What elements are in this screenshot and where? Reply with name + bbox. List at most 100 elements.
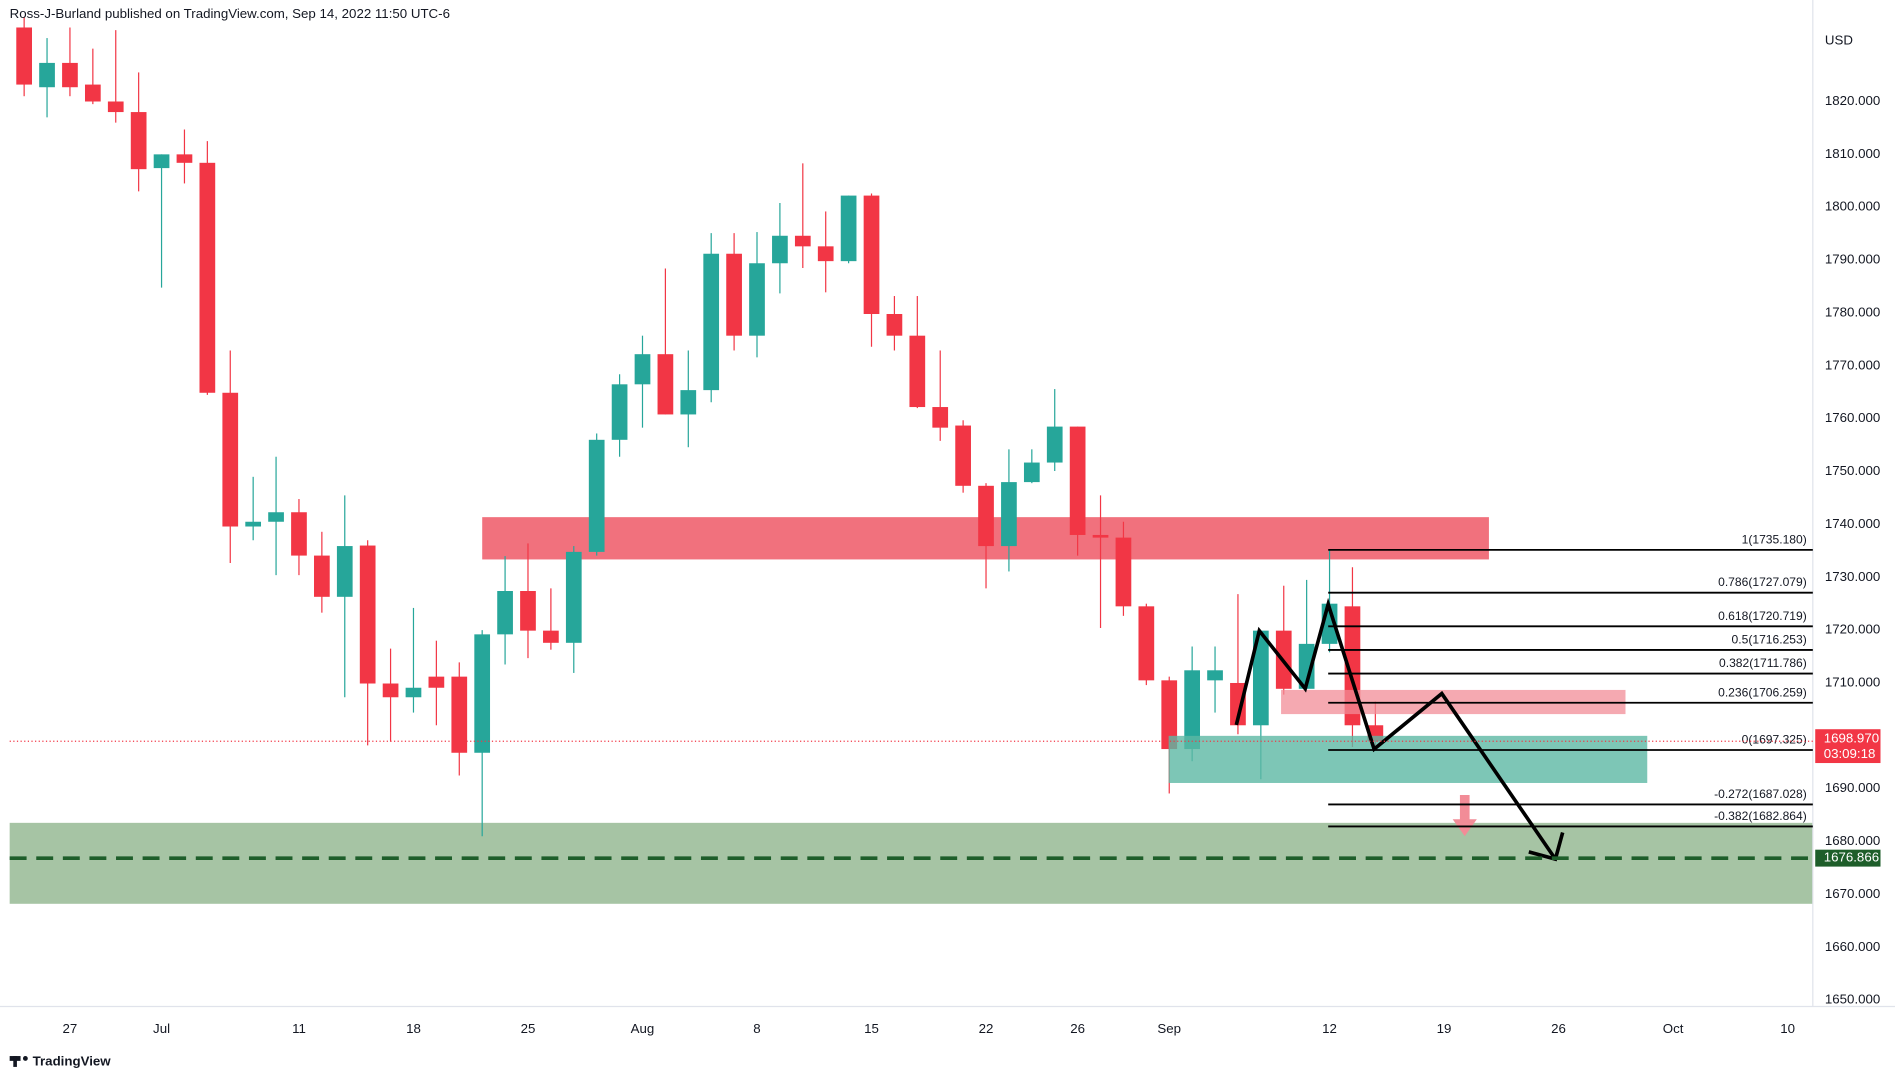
fib-label: 0.618(1720.719) [1718, 609, 1807, 623]
candle-body [153, 154, 170, 169]
candle-body [1001, 482, 1017, 547]
y-tick-label: 1720.000 [1825, 622, 1880, 637]
y-tick-label: 1760.000 [1825, 410, 1880, 425]
candle-body [336, 546, 353, 597]
candle-body [199, 162, 216, 393]
x-tick-label: 15 [864, 1021, 879, 1036]
y-tick-label: 1740.000 [1825, 516, 1880, 531]
candle-body [176, 154, 193, 163]
candle-body [657, 354, 674, 415]
candle-body [107, 101, 124, 113]
y-tick-label: 1660.000 [1825, 939, 1880, 954]
y-tick-label: 1770.000 [1825, 357, 1880, 372]
target-label: 1676.866 [1824, 850, 1879, 865]
footer: TradingView [33, 1054, 112, 1069]
candle-body [268, 512, 284, 522]
y-tick-label: 1650.000 [1825, 992, 1880, 1007]
fib-label: -0.272(1687.028) [1714, 787, 1807, 801]
candle-body [978, 485, 994, 547]
header: Ross-J-Burland published on TradingView.… [10, 6, 450, 21]
y-tick-label: 1710.000 [1825, 675, 1880, 690]
candle-body [1298, 643, 1315, 689]
candle-body [543, 630, 559, 643]
x-tick-label: 12 [1322, 1021, 1337, 1036]
countdown-label: 03:09:18 [1824, 746, 1876, 761]
zones [9, 517, 1813, 904]
candle-body [291, 512, 307, 556]
candle-body [772, 235, 788, 264]
candle-body [1138, 606, 1155, 681]
y-tick-label: 1790.000 [1825, 252, 1880, 267]
candle-body [62, 62, 78, 88]
last-price-label: 1698.970 [1824, 730, 1879, 745]
y-tick-label: 1670.000 [1825, 886, 1880, 901]
x-tick-label: 26 [1070, 1021, 1085, 1036]
x-tick-label: Aug [631, 1021, 655, 1036]
minor-support-zone [1168, 735, 1648, 783]
fib-label: 1(1735.180) [1742, 532, 1807, 546]
candle-body [222, 392, 239, 527]
candle-body [909, 335, 926, 408]
candle-body [1207, 670, 1223, 681]
candle-body [130, 112, 147, 170]
candle-body [565, 551, 582, 643]
candle-body [680, 390, 697, 415]
fib-label: -0.382(1682.864) [1714, 809, 1807, 823]
x-tick-label: Sep [1157, 1021, 1181, 1036]
candle-body [703, 253, 720, 391]
candle-body [1252, 630, 1269, 726]
projection-path [1234, 597, 1557, 861]
y-tick-label: 1810.000 [1825, 146, 1880, 161]
y-axis-label: USD [1825, 33, 1853, 48]
candle-body [1046, 426, 1063, 463]
logo-mark [13, 1056, 17, 1067]
candle-body [794, 235, 811, 247]
logo [9, 1056, 28, 1067]
candle-body [1184, 670, 1200, 750]
x-tick-label: Oct [1663, 1021, 1684, 1036]
fib-label: 0.382(1711.786) [1719, 656, 1807, 670]
candle-body [520, 591, 536, 631]
candle-body [1023, 462, 1040, 483]
candle-body [1069, 426, 1086, 535]
candles [16, 16, 1384, 837]
y-tick-label: 1750.000 [1825, 463, 1880, 478]
candle-body [932, 407, 949, 428]
candle-body [245, 521, 262, 527]
candle-body [840, 195, 857, 262]
x-tick-label: 26 [1551, 1021, 1566, 1036]
candle-body [451, 676, 468, 753]
candle-body [497, 591, 513, 635]
candle-body [749, 263, 765, 336]
candle-body [634, 354, 651, 385]
candle-body [817, 246, 834, 262]
candle-body [405, 687, 422, 698]
candle-body [1092, 534, 1109, 538]
y-tick-label: 1780.000 [1825, 304, 1880, 319]
x-tick-label: 19 [1437, 1021, 1452, 1036]
support-zone [9, 822, 1813, 904]
candle-body [726, 253, 742, 336]
candle-body [39, 62, 55, 88]
x-tick-label: 8 [753, 1021, 760, 1036]
candle-body [955, 425, 971, 486]
candle-body [84, 84, 101, 102]
candle-body [588, 439, 605, 552]
candle-body [1161, 680, 1178, 750]
x-tick-label: Jul [153, 1021, 170, 1036]
candle-body [474, 634, 491, 753]
y-tick-label: 1690.000 [1825, 780, 1880, 795]
y-tick-label: 1680.000 [1825, 833, 1880, 848]
candle-body [428, 676, 445, 688]
fib-label: 0(1697.325) [1742, 733, 1807, 747]
fib-label: 0.236(1706.259) [1718, 685, 1807, 699]
candle-body [611, 384, 628, 440]
candle-body [863, 195, 880, 315]
x-tick-label: 25 [521, 1021, 536, 1036]
target-box [1815, 849, 1881, 867]
y-tick-label: 1800.000 [1825, 199, 1880, 214]
candle-body [1115, 537, 1132, 607]
candle-body [1230, 682, 1246, 726]
y-tick-label: 1820.000 [1825, 93, 1880, 108]
